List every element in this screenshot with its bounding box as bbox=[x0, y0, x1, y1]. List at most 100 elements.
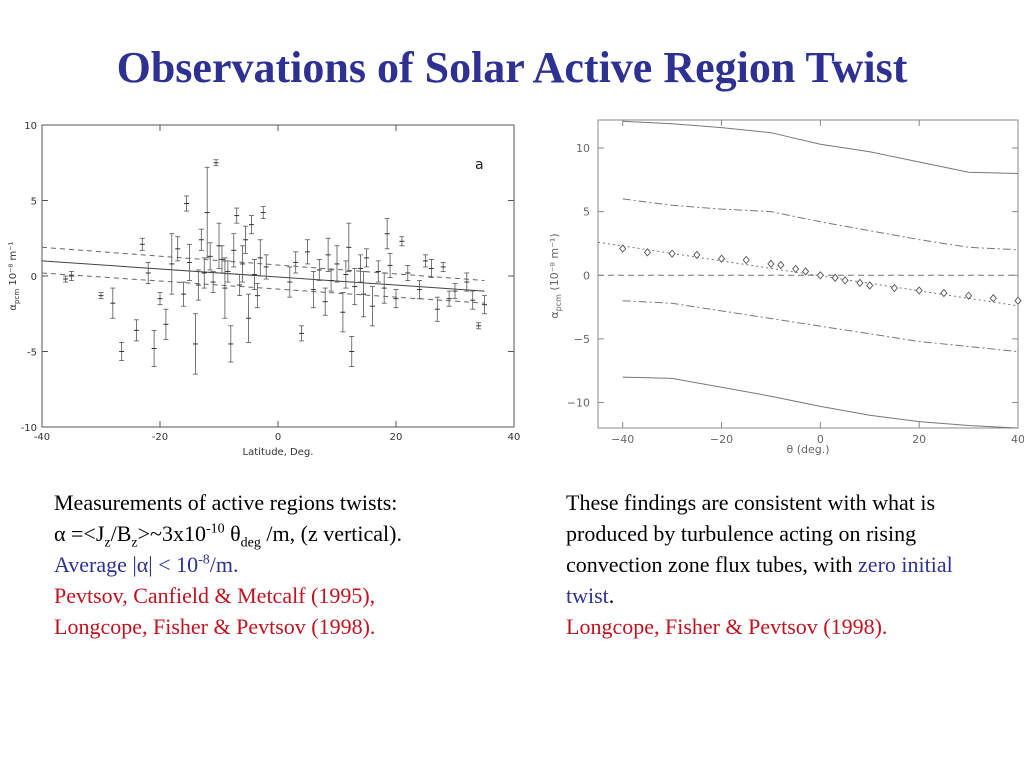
data-point bbox=[263, 254, 269, 280]
data-point bbox=[213, 159, 219, 167]
data-point bbox=[434, 296, 440, 322]
data-point bbox=[470, 290, 476, 310]
data-point bbox=[328, 269, 334, 292]
zero-twist-highlight: zero initial twist bbox=[566, 552, 953, 608]
confidence-lower bbox=[41, 272, 485, 304]
reference-2: Longcope, Fisher & Pevtsov (1998). bbox=[54, 614, 376, 639]
data-point bbox=[334, 245, 340, 283]
data-point bbox=[287, 266, 293, 298]
x-tick-label: 0 bbox=[817, 433, 824, 446]
data-point bbox=[151, 329, 157, 368]
data-point bbox=[231, 233, 237, 268]
x-tick-label: 20 bbox=[390, 432, 403, 443]
data-point bbox=[417, 280, 423, 300]
diamond-marker bbox=[619, 244, 627, 253]
x-tick-label: 20 bbox=[912, 433, 926, 446]
diamond-marker bbox=[767, 259, 775, 269]
diamond-marker bbox=[890, 283, 899, 293]
diamond-marker bbox=[940, 288, 948, 298]
diamond-marker bbox=[777, 260, 785, 270]
alpha-definition: α =<Jz/Bz>~3x10-10 θdeg /m, (z vertical)… bbox=[54, 521, 402, 551]
diamond-marker bbox=[643, 248, 652, 257]
y-tick-label: 10 bbox=[576, 142, 590, 155]
data-point bbox=[299, 325, 305, 342]
data-point bbox=[246, 293, 251, 343]
data-point bbox=[237, 274, 243, 297]
data-point bbox=[482, 295, 487, 315]
left-caption: Measurements of active regions twists: α… bbox=[54, 487, 524, 642]
data-point bbox=[310, 271, 316, 309]
data-point bbox=[464, 272, 470, 292]
data-point bbox=[222, 257, 228, 319]
y-tick-label: 0 bbox=[583, 269, 590, 282]
data-point bbox=[204, 166, 210, 259]
diamond-marker bbox=[693, 250, 701, 260]
slide-title: Observations of Solar Active Region Twis… bbox=[116, 43, 908, 92]
panel-label: a bbox=[475, 157, 484, 173]
data-point bbox=[423, 254, 428, 268]
data-point bbox=[257, 239, 263, 277]
diamond-marker bbox=[989, 293, 997, 303]
data-point bbox=[69, 271, 74, 281]
data-point bbox=[428, 258, 434, 278]
data-point bbox=[198, 228, 204, 251]
y-tick-label: −10 bbox=[567, 397, 590, 410]
data-point bbox=[340, 292, 346, 333]
data-point bbox=[228, 325, 234, 363]
data-point bbox=[352, 268, 358, 306]
diamond-marker bbox=[717, 254, 726, 263]
y-tick-label: 10 bbox=[24, 121, 37, 132]
svg-text:αpcm 10⁻⁸ m⁻¹: αpcm 10⁻⁸ m⁻¹ bbox=[8, 241, 21, 310]
data-point bbox=[207, 242, 213, 271]
data-point bbox=[243, 225, 249, 254]
plot-frame bbox=[597, 119, 1019, 429]
data-point bbox=[157, 292, 163, 306]
diamond-marker bbox=[801, 267, 810, 276]
data-point bbox=[201, 257, 207, 289]
data-point bbox=[234, 207, 240, 224]
series-line-0 bbox=[622, 120, 1019, 174]
data-point bbox=[440, 262, 446, 272]
data-point bbox=[98, 292, 104, 300]
data-point bbox=[145, 262, 151, 284]
x-tick-label: 40 bbox=[1011, 433, 1024, 446]
data-point bbox=[384, 218, 390, 250]
data-point bbox=[110, 287, 116, 319]
data-point bbox=[163, 308, 169, 340]
data-point bbox=[195, 269, 201, 301]
data-point bbox=[184, 195, 190, 212]
x-axis-label: Latitude, Deg. bbox=[243, 447, 314, 458]
right-caption: These findings are consistent with what … bbox=[566, 487, 1006, 642]
data-point bbox=[260, 206, 266, 220]
data-point bbox=[119, 342, 125, 361]
x-tick-label: -20 bbox=[152, 432, 168, 443]
y-tick-label: 5 bbox=[583, 206, 590, 219]
series-line-5 bbox=[622, 376, 1019, 429]
data-point bbox=[381, 272, 387, 304]
diamond-marker bbox=[668, 249, 676, 258]
y-tick-label: 5 bbox=[31, 197, 37, 208]
x-tick-label: 0 bbox=[275, 432, 281, 443]
data-point bbox=[63, 275, 69, 283]
diamond-marker bbox=[866, 281, 874, 290]
data-point bbox=[139, 237, 145, 251]
x-tick-label: −20 bbox=[710, 433, 733, 446]
data-point bbox=[225, 260, 231, 283]
data-point bbox=[219, 245, 225, 274]
data-point bbox=[452, 283, 458, 300]
x-tick-label: -40 bbox=[34, 432, 50, 443]
data-point bbox=[446, 290, 452, 307]
x-tick-label: 40 bbox=[508, 432, 521, 443]
diamond-marker bbox=[841, 276, 849, 285]
data-point bbox=[175, 236, 181, 262]
data-point bbox=[375, 260, 381, 283]
data-point bbox=[325, 237, 331, 272]
data-point bbox=[343, 260, 349, 289]
series-line-2 bbox=[597, 241, 1019, 307]
diamond-marker bbox=[964, 291, 973, 300]
series-line-1 bbox=[622, 198, 1019, 251]
data-point bbox=[240, 245, 246, 283]
average-line: Average |α| < 10-8/m. bbox=[54, 552, 239, 577]
diamond-marker bbox=[1014, 296, 1022, 305]
data-point bbox=[387, 252, 393, 278]
